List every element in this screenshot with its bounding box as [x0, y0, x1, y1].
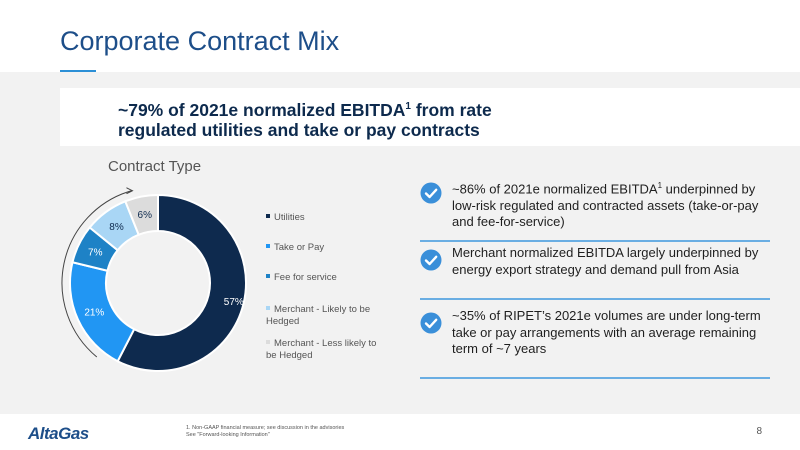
legend-item-merchant-less-likely-to-be-hedged: Merchant - Less likely to be Hedged [266, 338, 384, 362]
legend-label: Merchant - Less likely to be Hedged [266, 338, 377, 361]
slice-label-merchant-likely-to-be-hedged: 8% [109, 222, 124, 233]
slice-label-utilities: 57% [224, 297, 244, 308]
legend-swatch [266, 244, 270, 249]
legend-label: Merchant - Likely to be Hedged [266, 304, 371, 327]
key-point-text-part: ~86% of 2021e normalized EBITDA [452, 181, 658, 197]
key-point-text-part: underpinned by low-risk regulated and co… [452, 181, 759, 230]
title-underline [60, 70, 96, 72]
headline-line2: regulated utilities and take or pay cont… [118, 119, 480, 140]
legend-label: Utilities [274, 212, 305, 223]
legend-swatch [266, 306, 270, 311]
divider-line [420, 377, 770, 379]
legend-swatch [266, 274, 270, 279]
check-circle-icon [420, 249, 442, 271]
legend-item-merchant-likely-to-be-hedged: Merchant - Likely to be Hedged [266, 304, 384, 328]
key-point-footnote-mark: 1 [657, 181, 663, 190]
headline-box: ~79% of 2021e normalized EBITDA1 from ra… [60, 88, 800, 146]
legend-label: Take or Pay [274, 242, 325, 253]
headline-footnote-mark: 1 [405, 101, 411, 112]
slice-utilities [116, 193, 247, 372]
slide-title: Corporate Contract Mix [60, 26, 340, 56]
footnote-line1: 1. Non-GAAP financial measure; see discu… [186, 425, 345, 431]
legend-label: Fee for service [274, 272, 337, 283]
footnote: 1. Non-GAAP financial measure; see discu… [186, 425, 344, 439]
key-point-text: ~35% of RIPET’s 2021e volumes are under … [452, 308, 761, 356]
check-circle-icon [420, 182, 442, 204]
slice-label-take-or-pay: 21% [84, 308, 104, 319]
highlight-arc-arrow-icon [126, 187, 134, 195]
highlight-arc [61, 190, 132, 358]
headline-line1: ~79% of 2021e normalized EBITDA [118, 99, 406, 120]
key-point-text: Merchant normalized EBITDA largely under… [452, 245, 759, 277]
key-point-text: ~86% of 2021e normalized EBITDA1 underpi… [452, 178, 772, 231]
divider-line [420, 240, 770, 242]
legend-item-utilities: Utilities [266, 212, 384, 224]
divider-line [420, 298, 770, 300]
check-circle-icon [420, 312, 442, 334]
legend-swatch [266, 214, 270, 219]
footnote-line2: See "Forward-looking Information" [186, 432, 270, 438]
legend-swatch [266, 340, 270, 345]
altagas-logo: AltaGas [28, 424, 89, 443]
donut-chart: 57% 21% 7% 8% 6% [61, 187, 247, 372]
legend-item-fee-for-service: Fee for service [266, 272, 384, 284]
slice-merchant-less-likely-to-be-hedged [123, 193, 159, 237]
footer: AltaGas 1. Non-GAAP financial measure; s… [0, 414, 800, 450]
headline-line1-end: from rate [410, 99, 492, 120]
slice-label-merchant-less-likely-to-be-hedged: 6% [138, 210, 153, 221]
slice-label-fee-for-service: 7% [88, 247, 103, 258]
chart-title: Contract Type [108, 158, 202, 175]
headline-text: ~79% of 2021e normalized EBITDA1 from ra… [118, 97, 492, 140]
page-number: 8 [756, 426, 762, 437]
legend-item-take-or-pay: Take or Pay [266, 242, 384, 254]
